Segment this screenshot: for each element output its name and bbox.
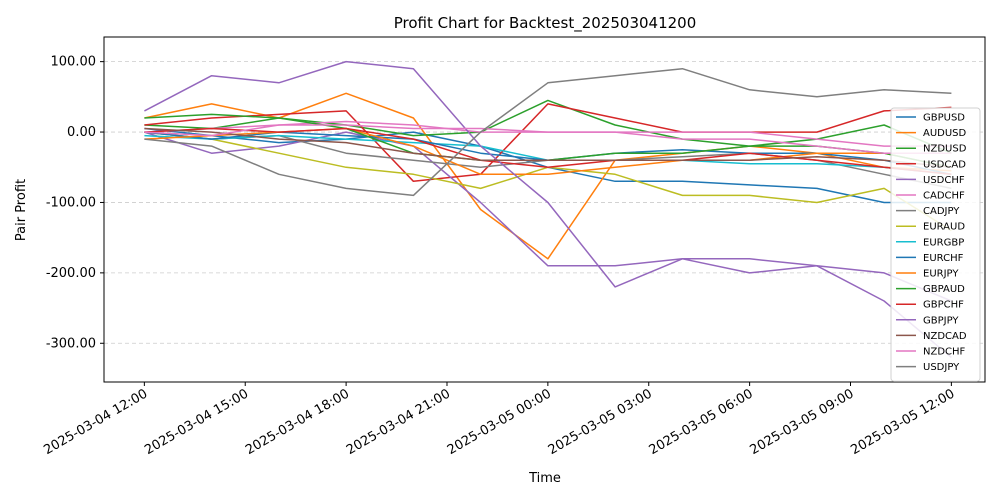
x-tick-label: 2025-03-05 03:00 <box>546 386 655 458</box>
y-tick-label: 100.00 <box>51 55 97 70</box>
legend-label: EURCHF <box>923 253 964 264</box>
legend-label: EURJPY <box>923 269 959 280</box>
legend-label: USDJPY <box>923 362 960 373</box>
x-tick-label: 2025-03-05 09:00 <box>748 386 857 458</box>
series-line-gbpjpy <box>144 60 952 302</box>
legend-label: GBPUSD <box>923 113 965 124</box>
legend-label: NZDCHF <box>923 347 966 358</box>
x-tick-label: 2025-03-04 15:00 <box>142 386 251 458</box>
legend-label: USDCAD <box>923 159 966 170</box>
x-tick-label: 2025-03-04 18:00 <box>243 386 352 458</box>
y-tick-label: 0.00 <box>67 125 96 140</box>
legend-label: GBPCHF <box>923 300 964 311</box>
legend-label: AUDUSD <box>923 128 967 139</box>
x-tick-label: 2025-03-04 21:00 <box>344 386 453 458</box>
y-tick-label: -100.00 <box>46 195 96 210</box>
legend-label: EURGBP <box>923 237 964 248</box>
series-line-nzdcad <box>144 127 952 169</box>
legend-label: EURAUD <box>923 222 965 233</box>
legend-label: NZDCAD <box>923 331 967 342</box>
series-line-nzdchf <box>144 124 952 154</box>
series-line-usdchf <box>144 131 952 358</box>
legend-label: NZDUSD <box>923 144 967 155</box>
legend-label: GBPAUD <box>923 284 965 295</box>
chart-title: Profit Chart for Backtest_202503041200 <box>394 14 697 33</box>
legend-label: CADCHF <box>923 191 965 202</box>
series-line-usdjpy <box>144 67 952 197</box>
plot-frame <box>103 36 986 383</box>
series-lines <box>144 60 952 358</box>
legend-label: CADJPY <box>923 206 960 217</box>
series-line-usdcad <box>144 103 952 183</box>
y-axis: 100.00 0.00 -100.00 -200.00 -300.00 <box>46 55 104 351</box>
legend-label: GBPJPY <box>923 315 959 326</box>
x-tick-label: 2025-03-05 00:00 <box>445 386 554 458</box>
y-axis-label: Pair Profit <box>14 179 29 241</box>
legend: GBPUSD AUDUSD NZDUSD USDCAD USDCHF CADCHF CADJ… <box>890 107 981 382</box>
series-line-gbpusd <box>144 127 952 204</box>
y-tick-label: -200.00 <box>46 266 96 281</box>
legend-box <box>890 107 981 382</box>
y-tick-label: -300.00 <box>46 336 96 351</box>
series-line-audusd <box>144 92 952 260</box>
series-line-gbpchf <box>144 127 952 176</box>
x-tick-label: 2025-03-05 06:00 <box>647 386 756 458</box>
x-tick-label: 2025-03-04 12:00 <box>41 386 150 458</box>
legend-label: USDCHF <box>923 175 965 186</box>
x-tick-label: 2025-03-05 12:00 <box>848 386 957 458</box>
x-axis-label: Time <box>528 471 561 486</box>
grid <box>104 61 985 344</box>
